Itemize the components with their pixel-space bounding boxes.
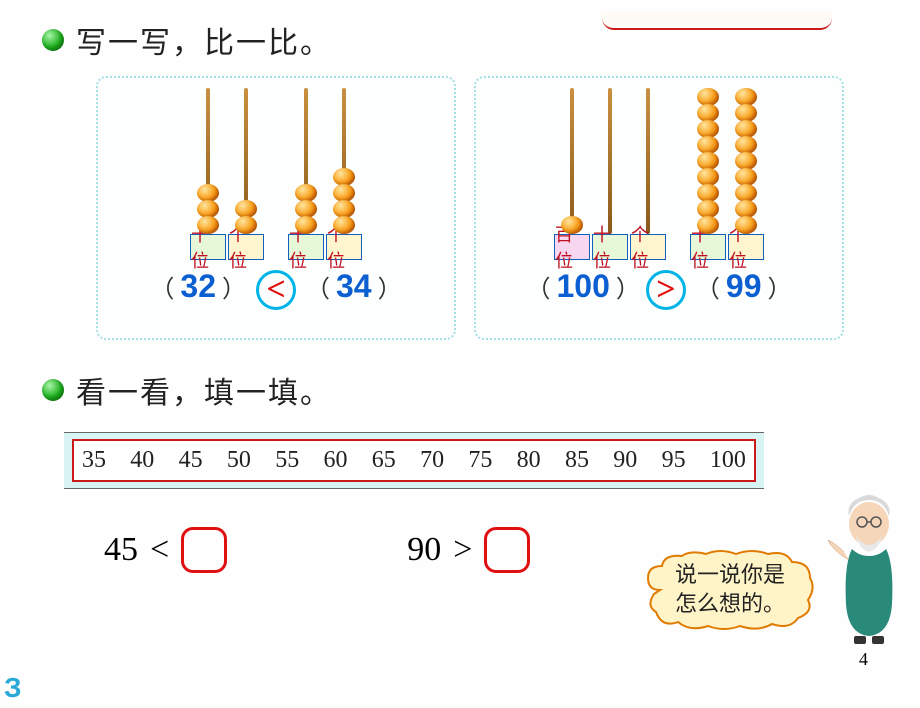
rod-ones: 个位: [629, 88, 667, 260]
section2-header: 看一看，填一填。: [0, 368, 920, 412]
paren: （: [527, 269, 551, 304]
value-100: 100: [557, 268, 610, 305]
fill2-op: >: [453, 531, 472, 569]
panel-right: 百位 十位 个位 十位: [474, 76, 844, 340]
fill1-lhs: 45: [104, 531, 138, 569]
label-tens: 十位: [288, 234, 324, 260]
section2-title: 看一看，填一填。: [76, 368, 332, 412]
ruler-tick: 65: [372, 447, 396, 474]
corner-glyph-icon: З: [4, 672, 22, 704]
ruler-tick: 40: [130, 447, 154, 474]
abacus-32: 十位 个位: [189, 88, 265, 260]
fill2-lhs: 90: [407, 531, 441, 569]
paren: ）: [378, 269, 402, 304]
rod-ones: 个位: [727, 88, 765, 260]
ruler-tick: 80: [517, 447, 541, 474]
paren: ）: [222, 269, 246, 304]
paren: ）: [767, 269, 791, 304]
ruler-inner: 35 40 45 50 55 60 65 70 75 80 85 90 95 100: [72, 439, 756, 482]
label-ones: 个位: [326, 234, 362, 260]
bullet-icon: [42, 29, 64, 51]
number-ruler: 35 40 45 50 55 60 65 70 75 80 85 90 95 100: [64, 432, 764, 489]
less-than-sign: <: [266, 273, 285, 307]
speech-bubble: 说一说你是 怎么想的。: [640, 548, 820, 632]
beads-tens: [697, 90, 719, 234]
answer-blank-2[interactable]: [484, 527, 530, 573]
ruler-tick: 50: [227, 447, 251, 474]
beads-hundreds: [561, 218, 583, 234]
bullet-icon: [42, 379, 64, 401]
ruler-tick: 60: [323, 447, 347, 474]
value-34: 34: [336, 268, 372, 305]
rod-tens: 十位: [189, 88, 227, 260]
teacher-character-icon: [824, 494, 914, 644]
label-tens: 十位: [592, 234, 628, 260]
section1-title: 写一写，比一比。: [76, 18, 332, 62]
rod: [570, 88, 574, 234]
speech-line2: 怎么想的。: [675, 590, 785, 619]
page-number: 4: [859, 649, 868, 670]
ruler-tick: 75: [468, 447, 492, 474]
label-tens: 十位: [190, 234, 226, 260]
ruler-tick: 45: [179, 447, 203, 474]
panel-left: 十位 个位: [96, 76, 456, 340]
fill-item-1: 45 <: [104, 527, 227, 573]
paren: （: [306, 269, 330, 304]
panel-right-abacus-row: 百位 十位 个位 十位: [490, 86, 828, 260]
bead: [735, 216, 757, 234]
rod-tens: 十位: [287, 88, 325, 260]
rod-tens: 十位: [689, 88, 727, 260]
bead: [333, 216, 355, 234]
rod: [646, 88, 650, 234]
beads-ones: [735, 90, 757, 234]
rod-ones: 个位: [325, 88, 363, 260]
abacus-panels: 十位 个位: [96, 76, 920, 340]
answer-blank-1[interactable]: [181, 527, 227, 573]
paren: （: [150, 269, 174, 304]
ruler-tick: 95: [662, 447, 686, 474]
rod: [608, 88, 612, 234]
abacus-34: 十位 个位: [287, 88, 363, 260]
rod-ones: 个位: [227, 88, 265, 260]
fill-item-2: 90 >: [407, 527, 530, 573]
ruler-tick: 90: [613, 447, 637, 474]
label-ones: 个位: [630, 234, 666, 260]
rod-hundreds: 百位: [553, 88, 591, 260]
label-ones: 个位: [228, 234, 264, 260]
speech-text: 说一说你是 怎么想的。: [675, 561, 785, 618]
speech-line1: 说一说你是: [675, 561, 785, 590]
label-tens: 十位: [690, 234, 726, 260]
bead: [295, 216, 317, 234]
beads-ones: [235, 202, 257, 234]
panel-left-result: （ 32 ） < （ 34 ）: [112, 266, 440, 306]
value-32: 32: [180, 268, 216, 305]
comparison-circle: <: [256, 270, 296, 310]
bead: [197, 216, 219, 234]
comparison-circle: >: [646, 270, 686, 310]
beads-ones: [333, 170, 355, 234]
ruler-tick: 55: [275, 447, 299, 474]
label-hundreds: 百位: [554, 234, 590, 260]
beads-tens: [197, 186, 219, 234]
ruler-tick: 85: [565, 447, 589, 474]
bead: [561, 216, 583, 234]
label-ones: 个位: [728, 234, 764, 260]
paren: ）: [616, 269, 640, 304]
bead: [235, 216, 257, 234]
ruler-tick: 70: [420, 447, 444, 474]
ruler-tick: 35: [82, 447, 106, 474]
greater-than-sign: >: [656, 273, 675, 307]
beads-tens: [295, 186, 317, 234]
panel-right-result: （ 100 ） > （ 99 ）: [490, 266, 828, 306]
panel-left-abacus-row: 十位 个位: [112, 86, 440, 260]
paren: （: [696, 269, 720, 304]
ruler-tick: 100: [710, 447, 746, 474]
rod-tens: 十位: [591, 88, 629, 260]
top-frame-strip: [602, 12, 832, 30]
value-99: 99: [726, 268, 762, 305]
bead: [697, 216, 719, 234]
fill1-op: <: [150, 531, 169, 569]
abacus-99: 十位 个位: [689, 88, 765, 260]
abacus-100: 百位 十位 个位: [553, 88, 667, 260]
